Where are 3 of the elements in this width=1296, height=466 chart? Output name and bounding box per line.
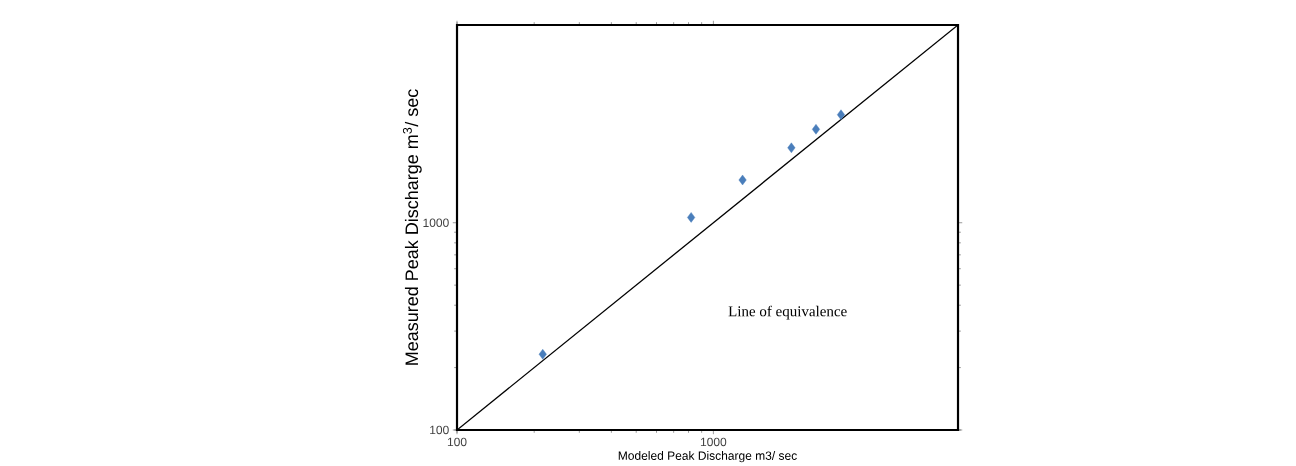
text: Line of equivalence — [728, 305, 847, 320]
y-axis-title: Measured Peak Discharge m$^{3}$/ sec — [402, 89, 422, 365]
x-axis-title: Modeled Peak Discharge m3/ sec — [618, 451, 797, 463]
